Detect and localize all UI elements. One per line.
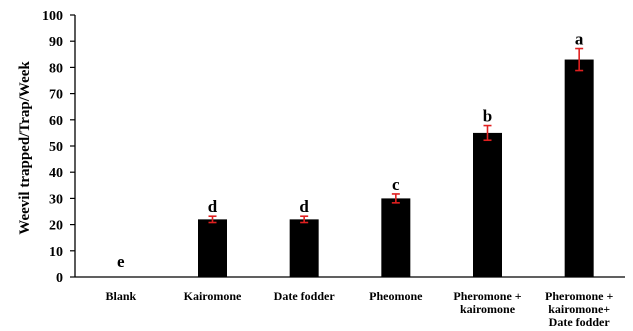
y-tick-label: 100	[42, 9, 63, 24]
y-ticks: 0 10 20 30 40 50 60 70 80 90 100	[42, 9, 75, 286]
y-tick-label: 70	[49, 88, 63, 103]
x-category-label-line: Kairomone	[184, 289, 242, 303]
significance-letter: d	[299, 197, 309, 216]
y-axis-label: Weevil trapped/Trap/Week	[17, 61, 33, 235]
y-tick-label: 80	[49, 61, 63, 76]
x-category-label-line: Blank	[105, 289, 136, 303]
x-category-label: Date fodder	[274, 289, 336, 303]
error-bar	[208, 215, 217, 224]
bar	[564, 59, 594, 277]
x-category-label: Kairomone	[184, 289, 242, 303]
x-category-label: Pheromone + kairomone	[453, 289, 521, 316]
x-category-label-line: Date fodder	[549, 315, 611, 329]
bars	[198, 59, 594, 277]
bar	[473, 132, 502, 277]
significance-letter: d	[208, 197, 218, 216]
x-category-label-line: Date fodder	[274, 289, 336, 303]
x-category-label: Pheromone + kairomone+ Date fodder	[545, 289, 613, 329]
significance-letter: e	[117, 252, 125, 271]
bar	[289, 219, 319, 277]
error-bar	[575, 47, 584, 72]
x-category-label-line: Pheomone	[369, 289, 423, 303]
x-category-label-line: Pheromone +	[453, 289, 521, 303]
y-tick-label: 60	[49, 114, 63, 129]
error-bar	[391, 193, 400, 204]
significance-letter: c	[392, 175, 400, 194]
x-category-label: Blank	[105, 289, 136, 303]
error-bar	[483, 124, 492, 142]
y-tick-label: 90	[49, 35, 63, 50]
y-tick-label: 40	[49, 166, 63, 181]
x-category-label: Pheomone	[369, 289, 423, 303]
x-category-label-line: kairomone+	[548, 302, 610, 316]
y-tick-label: 10	[49, 245, 63, 260]
y-tick-label: 30	[49, 192, 63, 207]
significance-letters: e d d c b a	[117, 30, 584, 271]
x-category-label-line: kairomone	[460, 302, 516, 316]
y-tick-label: 20	[49, 219, 63, 234]
x-category-labels: Blank Kairomone Date fodder Pheomone Pheromo…	[105, 289, 613, 329]
significance-letter: b	[483, 107, 492, 126]
bar	[198, 219, 227, 277]
y-tick-label: 50	[49, 140, 63, 155]
x-category-label-line: Pheromone +	[545, 289, 613, 303]
error-bar	[300, 215, 309, 224]
significance-letter: a	[575, 30, 584, 49]
axes	[74, 15, 625, 278]
error-bars	[208, 47, 584, 224]
y-tick-label: 0	[56, 271, 63, 286]
bar	[381, 198, 411, 277]
